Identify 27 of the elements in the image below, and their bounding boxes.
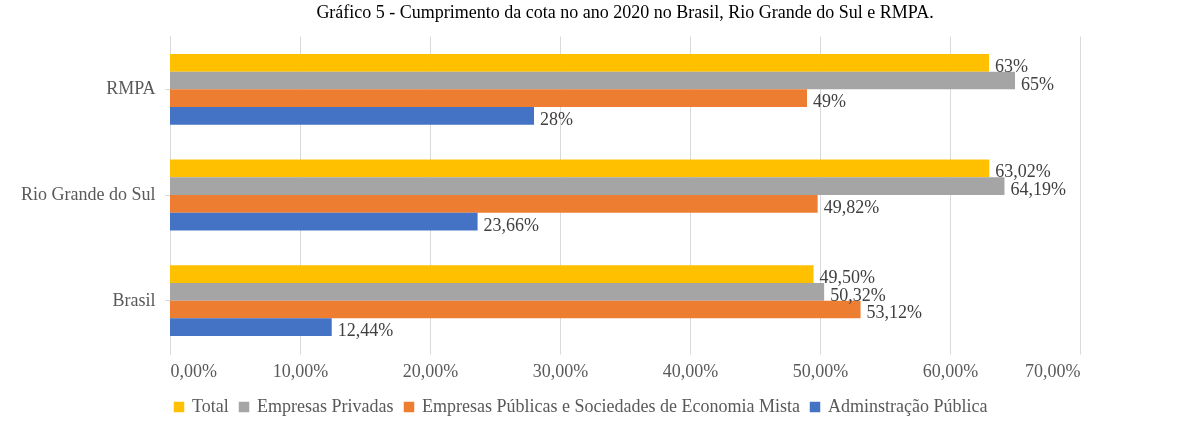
data-label: 63,02% <box>995 161 1051 182</box>
legend-label: Empresas Públicas e Sociedades de Economia Mista <box>422 396 800 416</box>
legend-label: Total <box>192 396 229 416</box>
y-tick-label: Rio Grande do Sul <box>21 184 156 204</box>
data-label: 49,50% <box>819 267 875 288</box>
data-label: 28% <box>540 108 573 129</box>
x-tick-label: 30,00% <box>532 360 589 381</box>
x-tick-label: 70,00% <box>1025 360 1081 381</box>
y-tick-label: Brasil <box>112 289 156 310</box>
data-label: 12,44% <box>337 320 394 341</box>
data-label: 64,19% <box>1010 179 1066 200</box>
data-label: 63% <box>995 55 1028 76</box>
x-tick-label: 60,00% <box>922 360 979 381</box>
data-label: 23,66% <box>483 214 540 235</box>
chart-title: Gráfico 5 - Cumprimento da cota no ano 2020 no Brasil, Rio Grande do Sul e RMPA. <box>316 2 934 22</box>
x-tick-label: 50,00% <box>792 360 849 381</box>
x-tick-label: 20,00% <box>402 360 459 381</box>
legend-label: Adminstração Pública <box>828 396 988 416</box>
x-tick-label: 10,00% <box>272 360 329 381</box>
data-label: 49,82% <box>823 196 880 217</box>
data-label: 65% <box>1021 73 1054 94</box>
data-label: 53,12% <box>866 302 923 323</box>
x-tick-label: 40,00% <box>662 360 719 381</box>
legend-label: Empresas Privadas <box>257 396 394 416</box>
data-label: 49% <box>813 91 846 112</box>
x-tick-label: 0,00% <box>170 360 217 381</box>
y-tick-label: RMPA <box>106 78 156 99</box>
